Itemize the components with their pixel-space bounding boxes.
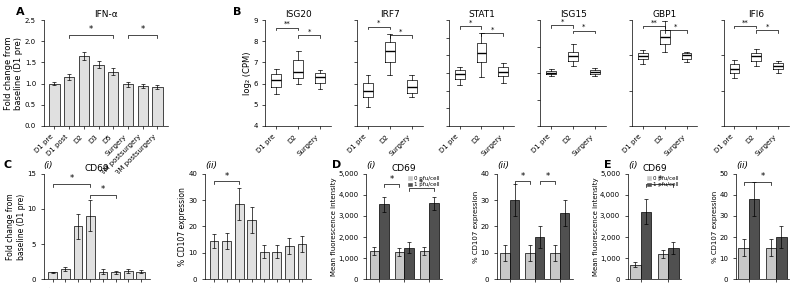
Bar	[500, 253, 510, 279]
Title: ISG20: ISG20	[285, 10, 312, 19]
Title: CD69: CD69	[642, 164, 667, 173]
Text: *: *	[389, 175, 393, 183]
Text: C: C	[3, 160, 11, 170]
Bar	[526, 253, 535, 279]
Bar	[152, 87, 163, 126]
Text: *: *	[377, 20, 381, 26]
Y-axis label: Fold change from
baseline (D1 pre): Fold change from baseline (D1 pre)	[4, 36, 23, 110]
Text: *: *	[491, 27, 494, 33]
Bar	[550, 253, 560, 279]
Bar	[419, 251, 429, 279]
Bar	[123, 84, 133, 126]
Bar	[370, 251, 379, 279]
Text: *: *	[520, 172, 524, 181]
Legend: 0 pfu/cell, 1 pfu/cell: 0 pfu/cell, 1 pfu/cell	[646, 176, 678, 187]
Bar	[48, 272, 57, 279]
Text: D: D	[332, 160, 341, 170]
Bar	[273, 252, 282, 279]
Y-axis label: % CD107 expression: % CD107 expression	[712, 190, 718, 263]
Bar	[776, 237, 787, 279]
Text: *: *	[308, 29, 311, 35]
Bar	[137, 86, 147, 126]
Bar	[395, 252, 404, 279]
Text: *: *	[140, 25, 145, 34]
Text: *: *	[546, 172, 550, 181]
Bar	[74, 226, 82, 279]
Text: *: *	[657, 175, 661, 183]
Text: (ii): (ii)	[736, 161, 748, 170]
Text: *: *	[469, 20, 473, 26]
Title: CD69: CD69	[85, 164, 109, 173]
Bar	[49, 84, 59, 126]
Y-axis label: Mean fluorescence intensity: Mean fluorescence intensity	[331, 177, 337, 276]
Legend: 0 pfu/cell, 1 pfu/cell: 0 pfu/cell, 1 pfu/cell	[408, 176, 439, 187]
Bar	[111, 272, 120, 279]
Text: *: *	[419, 179, 423, 188]
Bar	[535, 237, 545, 279]
Bar	[560, 213, 569, 279]
Bar	[766, 248, 776, 279]
Text: *: *	[101, 185, 105, 194]
Bar	[108, 72, 118, 126]
Text: *: *	[760, 172, 764, 181]
Y-axis label: Fold change from
baseline (D1 pre): Fold change from baseline (D1 pre)	[6, 193, 25, 260]
Title: IFN-α: IFN-α	[94, 10, 118, 19]
Bar	[630, 265, 641, 279]
Bar	[79, 56, 89, 126]
Text: A: A	[16, 7, 25, 17]
Bar	[64, 77, 75, 126]
Bar	[404, 248, 414, 279]
Bar	[260, 252, 269, 279]
Text: (ii): (ii)	[205, 161, 216, 170]
Bar	[98, 272, 107, 279]
Text: **: **	[284, 21, 291, 27]
Bar	[641, 212, 651, 279]
Bar	[749, 199, 759, 279]
Bar	[124, 271, 132, 279]
Text: **: **	[742, 19, 749, 25]
Y-axis label: % CD107 expression: % CD107 expression	[178, 187, 187, 266]
Bar	[297, 244, 306, 279]
Text: *: *	[765, 24, 769, 29]
Bar	[86, 216, 95, 279]
Text: (i): (i)	[366, 161, 376, 170]
Text: *: *	[582, 24, 586, 30]
Bar	[510, 200, 519, 279]
Bar	[94, 65, 104, 126]
Bar	[222, 241, 231, 279]
Text: **: **	[650, 19, 657, 25]
Bar	[209, 241, 218, 279]
Text: E: E	[604, 160, 611, 170]
Bar	[235, 204, 243, 279]
Y-axis label: % CD107 expression: % CD107 expression	[473, 190, 479, 263]
Y-axis label: Mean fluorescence intensity: Mean fluorescence intensity	[592, 177, 599, 276]
Text: (ii): (ii)	[497, 161, 509, 170]
Bar	[61, 269, 70, 279]
Text: B: B	[233, 7, 241, 17]
Title: STAT1: STAT1	[468, 10, 495, 19]
Bar	[668, 248, 679, 279]
Bar	[285, 246, 293, 279]
Title: GBP1: GBP1	[653, 10, 676, 19]
Bar	[379, 204, 389, 279]
Text: *: *	[674, 24, 677, 29]
Text: (i): (i)	[628, 161, 638, 170]
Text: (i): (i)	[44, 161, 53, 170]
Bar	[657, 254, 668, 279]
Bar	[429, 203, 439, 279]
Bar	[247, 220, 256, 279]
Title: CD69: CD69	[392, 164, 416, 173]
Title: IFI6: IFI6	[749, 10, 764, 19]
Title: IRF7: IRF7	[380, 10, 400, 19]
Text: *: *	[89, 25, 94, 34]
Text: *: *	[561, 19, 564, 25]
Title: ISG15: ISG15	[560, 10, 587, 19]
Text: *: *	[224, 172, 228, 181]
Y-axis label: log₂ (CPM): log₂ (CPM)	[243, 51, 252, 95]
Bar	[738, 248, 749, 279]
Text: *: *	[399, 29, 402, 35]
Bar	[136, 272, 145, 279]
Text: *: *	[70, 175, 74, 183]
